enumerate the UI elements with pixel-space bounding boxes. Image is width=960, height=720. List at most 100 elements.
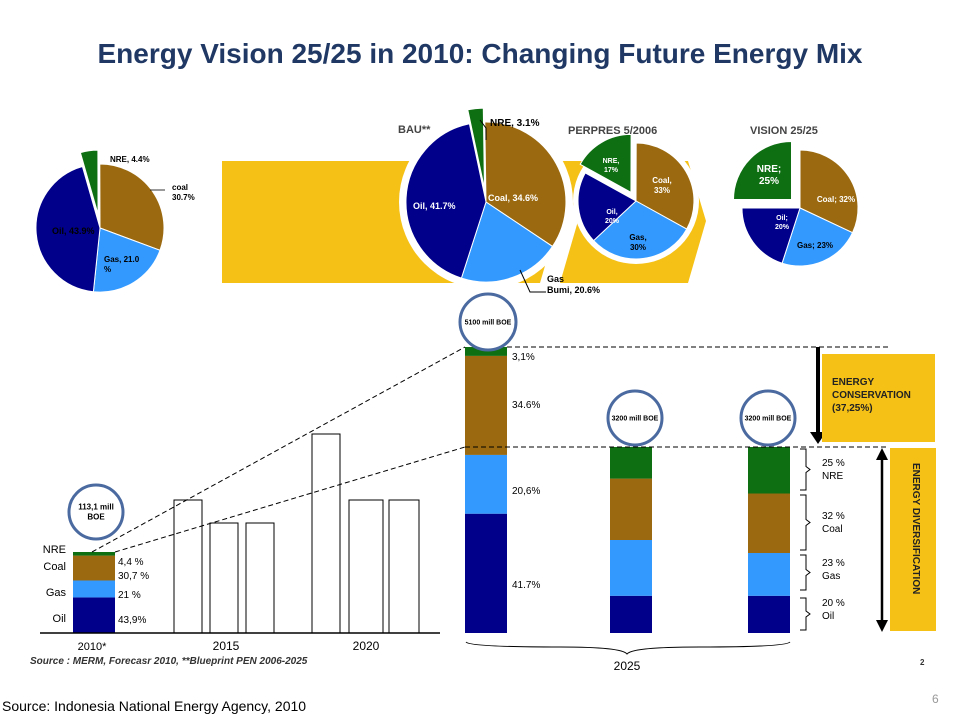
pie-slice-gas bbox=[592, 200, 688, 260]
bar-value-label: 34.6% bbox=[512, 400, 540, 411]
pie-label: NRE; bbox=[757, 164, 781, 175]
pie-label: Coal, bbox=[652, 176, 672, 185]
value-bracket bbox=[800, 554, 811, 591]
pie-label: 30.7% bbox=[172, 193, 195, 202]
conservation-label: (37,25%) bbox=[832, 403, 873, 414]
pie-slice-oil bbox=[35, 165, 101, 293]
bar-segment-coal bbox=[465, 355, 507, 455]
total-circle bbox=[606, 389, 664, 447]
pie-label: 30% bbox=[630, 243, 646, 252]
bar-segment-gas bbox=[610, 540, 652, 596]
projection-line bbox=[91, 346, 466, 553]
bar-value-label: 30,7 % bbox=[118, 571, 149, 582]
pie-slice-oil bbox=[741, 207, 801, 264]
bar-segment-gas bbox=[465, 454, 507, 514]
pie-slice-coal bbox=[635, 142, 695, 230]
value-bracket bbox=[800, 597, 811, 631]
growth-bar bbox=[388, 499, 420, 634]
bar-value-label: 23 % bbox=[822, 558, 845, 569]
x-group-brace bbox=[465, 641, 791, 655]
bar-category-label: Gas bbox=[46, 587, 67, 599]
pie-slice-coal bbox=[799, 149, 859, 234]
footer-source: Source: Indonesia National Energy Agency… bbox=[2, 698, 307, 714]
growth-bar bbox=[173, 499, 203, 634]
x-tick-label: 2010* bbox=[78, 641, 107, 653]
pie-label: Coal; 32% bbox=[817, 195, 855, 204]
bar-value-label: 4,4 % bbox=[118, 557, 144, 568]
pie-slice-gas bbox=[460, 201, 554, 283]
bar-segment-coal bbox=[610, 478, 652, 540]
pie-slice-nre bbox=[467, 107, 485, 189]
pie-label: Gas; 23% bbox=[797, 241, 833, 250]
value-bracket bbox=[800, 494, 811, 551]
bar-category-label: Oil bbox=[53, 613, 66, 625]
total-circle bbox=[67, 483, 125, 541]
bar-category-label: NRE bbox=[822, 471, 843, 482]
leader-line bbox=[519, 269, 546, 293]
bar-value-label: 32 % bbox=[822, 511, 845, 522]
bar-value-label: 20,6% bbox=[512, 486, 540, 497]
pie-label: Gas, 21.0 bbox=[104, 255, 140, 264]
total-circle bbox=[458, 292, 518, 352]
conservation-label: CONSERVATION bbox=[832, 390, 911, 401]
x-tick-label: 2025 bbox=[614, 659, 641, 673]
bar-category-label: Oil bbox=[822, 611, 834, 622]
pie-label: 25% bbox=[759, 176, 779, 187]
x-tick-label: 2015 bbox=[213, 639, 240, 653]
total-label: BOE bbox=[87, 513, 105, 522]
diversification-arrowhead bbox=[876, 448, 888, 460]
bar-value-label: 25 % bbox=[822, 458, 845, 469]
total-label: 3200 mill BOE bbox=[745, 415, 792, 422]
diversification-arrowhead bbox=[876, 620, 888, 632]
bar-value-label: 3,1% bbox=[512, 352, 535, 363]
inner-source-note: Source : MERM, Forecasr 2010, **Blueprin… bbox=[30, 656, 308, 667]
pie-label: Oil; bbox=[776, 215, 788, 222]
pie-label: NRE, 3.1% bbox=[490, 118, 540, 129]
bar-segment-nre bbox=[73, 552, 115, 556]
bar-segment-oil bbox=[73, 597, 115, 633]
pie-label: NRE, bbox=[603, 158, 620, 165]
bar-segment-gas bbox=[73, 580, 115, 598]
total-circle bbox=[739, 389, 797, 447]
arrow-chevron-gap bbox=[688, 161, 724, 283]
pie-slice-nre bbox=[579, 133, 632, 194]
growth-bar bbox=[348, 499, 384, 634]
pie-label: coal bbox=[172, 183, 188, 192]
conservation-label: ENERGY bbox=[832, 377, 875, 388]
total-label: 113,1 mill bbox=[78, 503, 114, 512]
bar-segment-nre bbox=[610, 447, 652, 479]
pie-label: NRE, 4.4% bbox=[110, 155, 150, 164]
pie-slice-gas bbox=[781, 207, 854, 267]
pie-label: 17% bbox=[604, 167, 619, 174]
bar-value-label: 43,9% bbox=[118, 615, 146, 626]
pie-label: Bumi, 20.6% bbox=[547, 285, 600, 295]
pie-label: Oil, 41.7% bbox=[413, 201, 456, 211]
pie-label: Oil, bbox=[606, 209, 617, 216]
pie-slice-coal bbox=[99, 163, 165, 251]
value-bracket bbox=[800, 448, 811, 491]
inner-page-number: 2 bbox=[920, 658, 925, 667]
bar-category-label: NRE bbox=[43, 544, 66, 556]
pie-slice-oil bbox=[577, 172, 637, 242]
growth-bar bbox=[311, 433, 341, 634]
pie-slice-nre bbox=[79, 149, 99, 215]
projection-line bbox=[114, 446, 466, 553]
pie-slice-coal bbox=[484, 121, 567, 248]
bar-segment-coal bbox=[73, 555, 115, 581]
growth-bar bbox=[209, 522, 239, 634]
pie-label: Coal, 34.6% bbox=[488, 193, 538, 203]
pie-label: Oil, 43.9% bbox=[52, 226, 95, 236]
pie-title: PERPRES 5/2006 bbox=[568, 125, 657, 137]
pie-label: 20% bbox=[775, 224, 790, 231]
bar-category-label: Coal bbox=[43, 561, 66, 573]
growth-bar bbox=[245, 522, 275, 634]
bar-category-label: Coal bbox=[822, 524, 843, 535]
pie-label: 33% bbox=[654, 186, 670, 195]
pie-label: % bbox=[104, 265, 111, 274]
pie-label: 20% bbox=[605, 218, 620, 225]
total-label: 5100 mill BOE bbox=[465, 319, 512, 326]
bar-segment-oil bbox=[748, 595, 790, 633]
bar-segment-nre bbox=[465, 347, 507, 356]
pie-slice-oil bbox=[405, 123, 487, 279]
